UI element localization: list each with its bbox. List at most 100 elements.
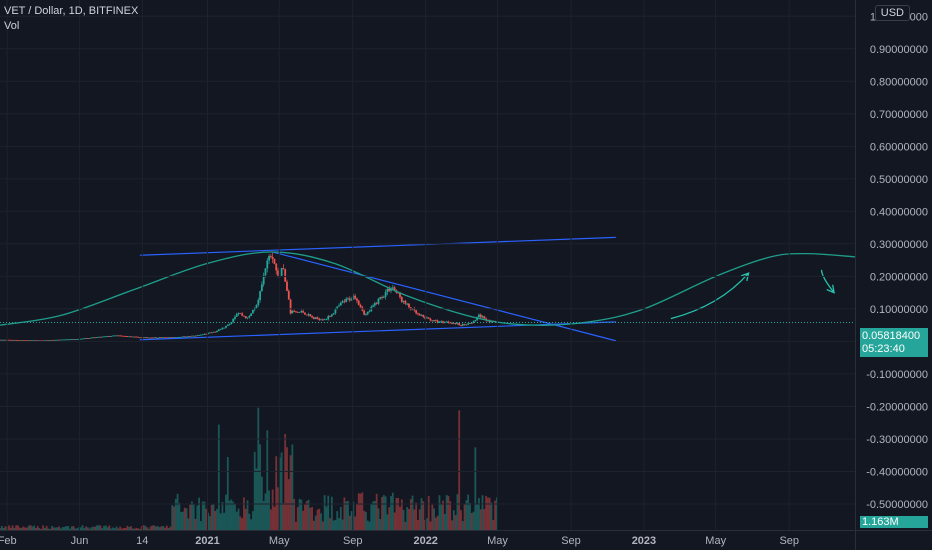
candle-body — [375, 303, 378, 304]
volume-bar — [40, 528, 43, 530]
volume-bar — [26, 527, 28, 530]
volume-bar — [81, 525, 84, 530]
volume-bar — [431, 504, 434, 530]
candle-body — [110, 336, 113, 337]
volume-bar — [458, 410, 461, 530]
candle-body — [479, 314, 482, 318]
candle-body — [434, 320, 437, 321]
volume-bar — [494, 500, 496, 530]
volume-bar — [203, 501, 206, 530]
x-tick-label: 2021 — [195, 535, 219, 547]
candle-body — [4, 339, 7, 341]
candle-body — [70, 339, 73, 340]
volume-bar — [72, 526, 75, 530]
volume-bar — [130, 526, 132, 530]
candle-body — [307, 314, 310, 316]
candle-body — [223, 327, 226, 329]
volume-bar — [61, 527, 64, 530]
candle-body — [92, 337, 95, 339]
candle-body — [393, 287, 396, 291]
candle-body — [198, 335, 201, 336]
x-tick-label: Jun — [71, 535, 89, 547]
candle-body — [219, 329, 222, 331]
x-tick-label: 2023 — [632, 535, 656, 547]
drawings — [0, 236, 856, 342]
x-tick-label: 14 — [136, 535, 148, 547]
candle-body — [341, 301, 344, 303]
candle-body — [85, 338, 87, 340]
candle-body — [321, 319, 324, 321]
volume-bar — [225, 494, 227, 530]
volume-bar — [69, 528, 71, 530]
x-tick-label: 2022 — [413, 535, 437, 547]
candle-body — [420, 314, 423, 316]
candle-body — [323, 319, 326, 321]
candle-body — [183, 336, 186, 338]
volume-bar — [185, 508, 188, 530]
volume-bar — [58, 526, 61, 530]
candle-body — [128, 336, 131, 338]
candle-body — [81, 338, 84, 340]
candle-body — [79, 338, 82, 340]
candle-body — [108, 336, 111, 337]
volume-bar — [305, 501, 308, 530]
volume-bar — [277, 487, 279, 530]
candle-body — [42, 340, 44, 342]
candle-body — [427, 317, 430, 319]
candle-body — [305, 314, 308, 316]
y-tick-label: -0.50000000 — [866, 499, 928, 511]
volume-bar — [173, 506, 175, 530]
candle-body — [51, 339, 53, 341]
volume-bar — [460, 510, 462, 530]
volume-bar — [56, 527, 59, 530]
volume-bar — [88, 528, 91, 530]
candle-body — [445, 321, 448, 323]
volume-bar — [386, 514, 389, 530]
candle-body — [49, 340, 52, 341]
volume-bar — [29, 525, 32, 530]
volume-bar — [8, 525, 10, 530]
candle-body — [332, 313, 335, 315]
y-tick-label: -0.20000000 — [866, 401, 928, 413]
volume-bar — [232, 501, 235, 530]
volume-bar — [472, 511, 475, 530]
volume-bar — [451, 520, 453, 530]
volume-bar — [400, 499, 403, 530]
volume-bar — [250, 519, 253, 530]
volume-bar — [368, 521, 371, 530]
candle-body — [309, 314, 312, 317]
volume-bar — [420, 498, 423, 530]
candle-body — [386, 289, 389, 293]
volume-bar — [478, 498, 480, 530]
candle-body — [65, 339, 68, 341]
volume-bar — [320, 513, 322, 530]
candle-body — [391, 287, 394, 289]
volume-bar — [94, 526, 96, 530]
volume-bar — [119, 526, 122, 530]
currency-button[interactable]: USD — [874, 5, 910, 21]
volume-bar — [476, 503, 479, 530]
candle-body — [61, 339, 64, 341]
volume-bar — [311, 506, 314, 530]
volume-bar — [456, 494, 459, 530]
volume-bar — [27, 525, 30, 530]
volume-bar — [52, 527, 55, 530]
candle-body — [54, 339, 57, 341]
volume-bar — [22, 526, 25, 530]
volume-bar — [115, 526, 118, 530]
candle-body — [381, 297, 383, 298]
candle-body — [126, 336, 129, 337]
candle-body — [259, 291, 261, 300]
volume-bar — [314, 515, 317, 530]
candle-body — [243, 315, 245, 317]
volume-bar — [85, 526, 87, 530]
volume-bar — [106, 527, 109, 530]
candle-body — [460, 325, 462, 327]
volume-bar — [372, 501, 374, 530]
candle-body — [90, 337, 93, 339]
candle-body — [83, 338, 86, 340]
volume-bar — [248, 513, 251, 530]
volume-bar — [43, 527, 46, 530]
